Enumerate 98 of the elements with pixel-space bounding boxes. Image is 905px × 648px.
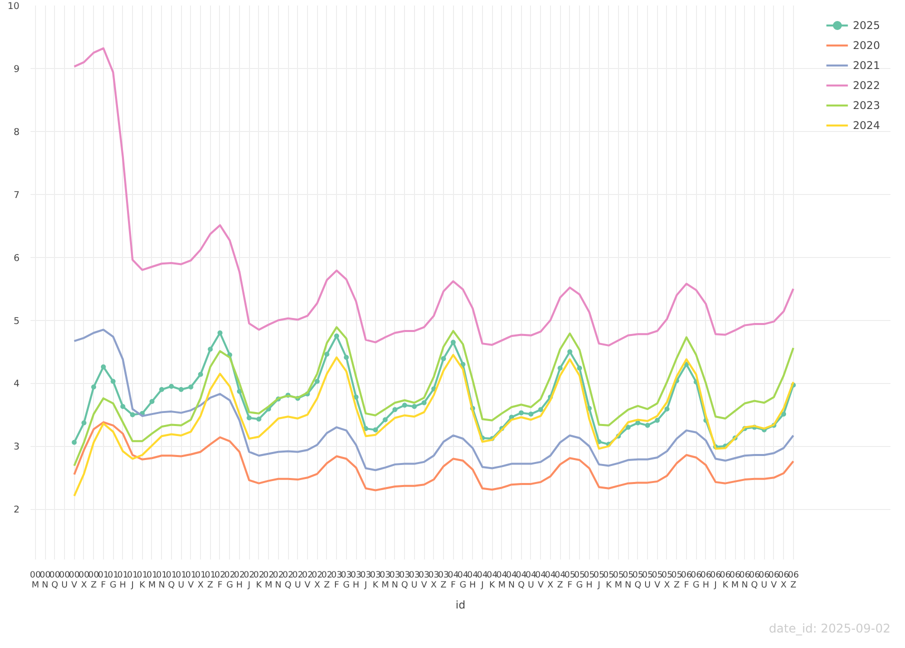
x-tick-label: 03 Q (399, 570, 410, 590)
x-tick-label: 00 U (59, 570, 70, 590)
x-tick-label: 01 X (195, 570, 206, 590)
x-tick-label: 04 H (467, 570, 479, 590)
legend-label: 2024 (852, 118, 880, 132)
x-tick-label: 05 F (564, 570, 576, 590)
x-tick-label: 03 X (428, 570, 440, 590)
x-tick-label: 06 Z (788, 570, 799, 590)
x-tick-label: 04 F (448, 570, 460, 590)
x-tick-label: 05 Q (632, 570, 644, 590)
x-tick-label: 05 U (642, 570, 654, 590)
x-tick-label: 03 G (340, 570, 352, 590)
x-tick-label: 02 H (234, 570, 245, 590)
x-tick-label: 02 F (214, 570, 226, 590)
x-tick-label: 00 N (40, 570, 51, 590)
x-tick-label: 06 U (758, 570, 770, 590)
legend-label: 2020 (852, 38, 880, 52)
legend-label: 2023 (852, 98, 880, 112)
y-tick-label: 2 (14, 504, 20, 516)
x-tick-label: 00 X (78, 570, 90, 590)
x-tick-label: 01 Q (166, 570, 177, 590)
x-tick-label: 05 N (622, 570, 634, 590)
x-tick-label: 01 K (136, 570, 148, 590)
x-tick-label: 02 U (292, 570, 304, 590)
x-tick-label: 06 X (778, 570, 790, 590)
x-tick-label: 06 F (680, 570, 692, 590)
x-tick-label: 05 M (612, 570, 624, 590)
legend-label: 2021 (852, 58, 880, 72)
x-tick-label: 04 U (525, 570, 537, 590)
x-tick-label: 02 X (312, 570, 323, 590)
y-tick-label: 4 (14, 378, 20, 390)
x-tick-label: 06 N (739, 570, 750, 590)
x-tick-label: 04 G (457, 570, 469, 590)
x-tick-label: 04 N (506, 570, 518, 590)
y-tick-label: 6 (14, 252, 20, 264)
x-tick-label: 01 U (176, 570, 187, 590)
x-tick-label: 04 J (476, 570, 488, 590)
x-tick-label: 02 Z (321, 570, 332, 590)
x-tick-label: 02 K (253, 570, 264, 590)
x-tick-label: 01 N (156, 570, 168, 590)
y-tick-label: 3 (14, 442, 20, 453)
x-tick-label: 05 V (652, 570, 663, 590)
x-tick-label: 02 Q (282, 570, 294, 590)
line-series (73, 421, 794, 492)
x-tick-label: 03 K (370, 570, 381, 590)
x-tick-label: 06 V (768, 570, 780, 590)
x-tick-label: 00 V (68, 570, 80, 590)
x-tick-label: 03 Z (438, 570, 450, 590)
x-tick-label: 01 H (117, 570, 128, 590)
x-tick-label: 02 G (224, 570, 236, 590)
x-tick-label: 03 N (389, 570, 400, 590)
x-tick-label: 02 J (244, 570, 255, 590)
x-tick-label: 01 F (98, 570, 109, 590)
x-tick-label: 01 G (108, 570, 119, 590)
y-tick-label: 7 (14, 190, 20, 201)
x-tick-label: 03 U (408, 570, 420, 590)
x-tick-label: 02 M (263, 570, 274, 590)
x-tick-label: 01 V (185, 570, 196, 590)
x-tick-label: 03 H (350, 570, 362, 590)
x-tick-label: 03 F (331, 570, 342, 590)
x-tick-label: 06 G (690, 570, 702, 590)
x-tick-label: 05 K (603, 570, 614, 590)
x-tick-label: 06 H (700, 570, 712, 590)
x-tick-label: 01 J (127, 570, 138, 590)
x-tick-label: 04 Z (554, 570, 566, 590)
x-axis-title: id (456, 598, 466, 612)
x-tick-label: 02 V (302, 570, 313, 590)
legend-label: 2025 (852, 18, 880, 32)
y-tick-label: 8 (14, 126, 20, 138)
x-tick-label: 01 M (146, 570, 158, 590)
x-tick-label: 05 X (661, 570, 673, 590)
x-tick-label: 05 Z (671, 570, 682, 590)
x-tick-label: 04 X (544, 570, 556, 590)
y-tick-label: 9 (14, 64, 20, 75)
x-tick-label: 00 Z (88, 570, 100, 590)
x-tick-label: 04 K (486, 570, 498, 590)
x-tick-label: 05 J (593, 570, 604, 590)
legend-label: 2022 (852, 78, 880, 92)
line-series (73, 354, 794, 497)
x-tick-label: 06 J (710, 570, 722, 590)
x-tick-label: 04 V (535, 570, 547, 590)
x-tick-label: 01 Z (204, 570, 216, 590)
x-tick-label: 00 M (30, 570, 41, 590)
y-tick-label: 10 (8, 1, 20, 12)
x-tick-label: 02 N (272, 570, 284, 590)
y-tick-label: 5 (14, 316, 20, 327)
x-tick-label: 04 Q (516, 570, 528, 590)
x-tick-label: 03 V (418, 570, 430, 590)
x-tick-label: 05 G (574, 570, 586, 590)
x-tick-label: 06 Q (748, 570, 760, 590)
x-tick-label: 00 Q (49, 570, 60, 590)
x-tick-label: 04 M (496, 570, 508, 590)
x-tick-label: 03 J (360, 570, 372, 590)
line-series (73, 47, 794, 346)
x-tick-label: 05 H (584, 570, 595, 590)
x-tick-label: 06 K (720, 570, 731, 590)
x-tick-label: 06 M (730, 570, 741, 590)
x-tick-label: 03 M (380, 570, 391, 590)
